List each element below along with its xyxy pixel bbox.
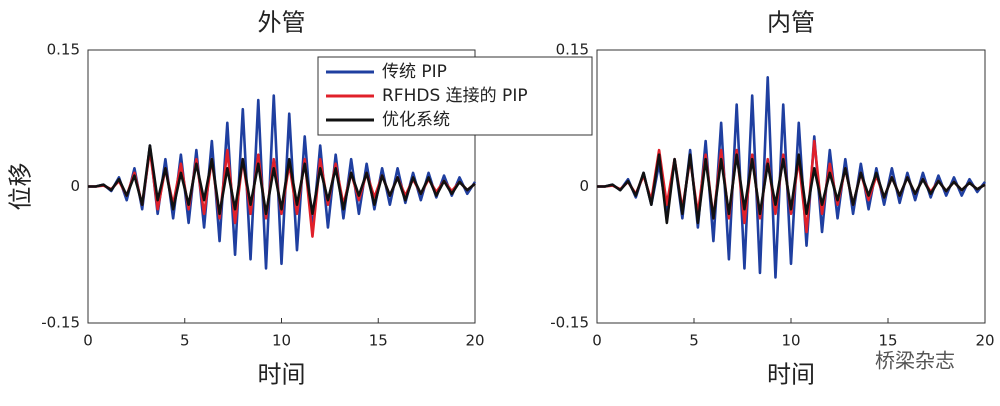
- y-tick-label: 0.15: [556, 41, 589, 59]
- legend-label: RFHDS 连接的 PIP: [382, 86, 528, 106]
- series-line: [597, 153, 986, 225]
- chart-title: 内管: [767, 9, 815, 37]
- x-tick-label: 10: [272, 332, 291, 350]
- chart-title: 外管: [258, 9, 306, 37]
- x-tick-label: 0: [592, 332, 602, 350]
- y-tick-label: 0: [70, 177, 80, 195]
- series-line: [88, 144, 476, 216]
- legend: 传统 PIP RFHDS 连接的 PIP 优化系统: [317, 56, 593, 136]
- x-axis-label: 时间: [258, 361, 306, 389]
- legend-label: 优化系统: [382, 110, 450, 130]
- x-tick-label: 15: [878, 332, 897, 350]
- x-tick-label: 5: [180, 332, 190, 350]
- x-tick-label: 15: [369, 332, 388, 350]
- x-axis-label: 时间: [767, 361, 815, 389]
- y-tick-label: 0.15: [47, 41, 80, 59]
- y-tick-label: -0.15: [41, 314, 80, 332]
- x-tick-label: 20: [975, 332, 994, 350]
- y-axis-label: 位移: [7, 163, 35, 211]
- x-tick-label: 5: [689, 332, 699, 350]
- x-tick-label: 0: [83, 332, 93, 350]
- y-tick-label: 0: [579, 177, 589, 195]
- legend-label: 传统 PIP: [382, 62, 447, 82]
- x-tick-label: 20: [465, 332, 484, 350]
- x-tick-label: 10: [781, 332, 800, 350]
- watermark: 桥梁杂志: [875, 349, 955, 373]
- y-tick-label: -0.15: [550, 314, 589, 332]
